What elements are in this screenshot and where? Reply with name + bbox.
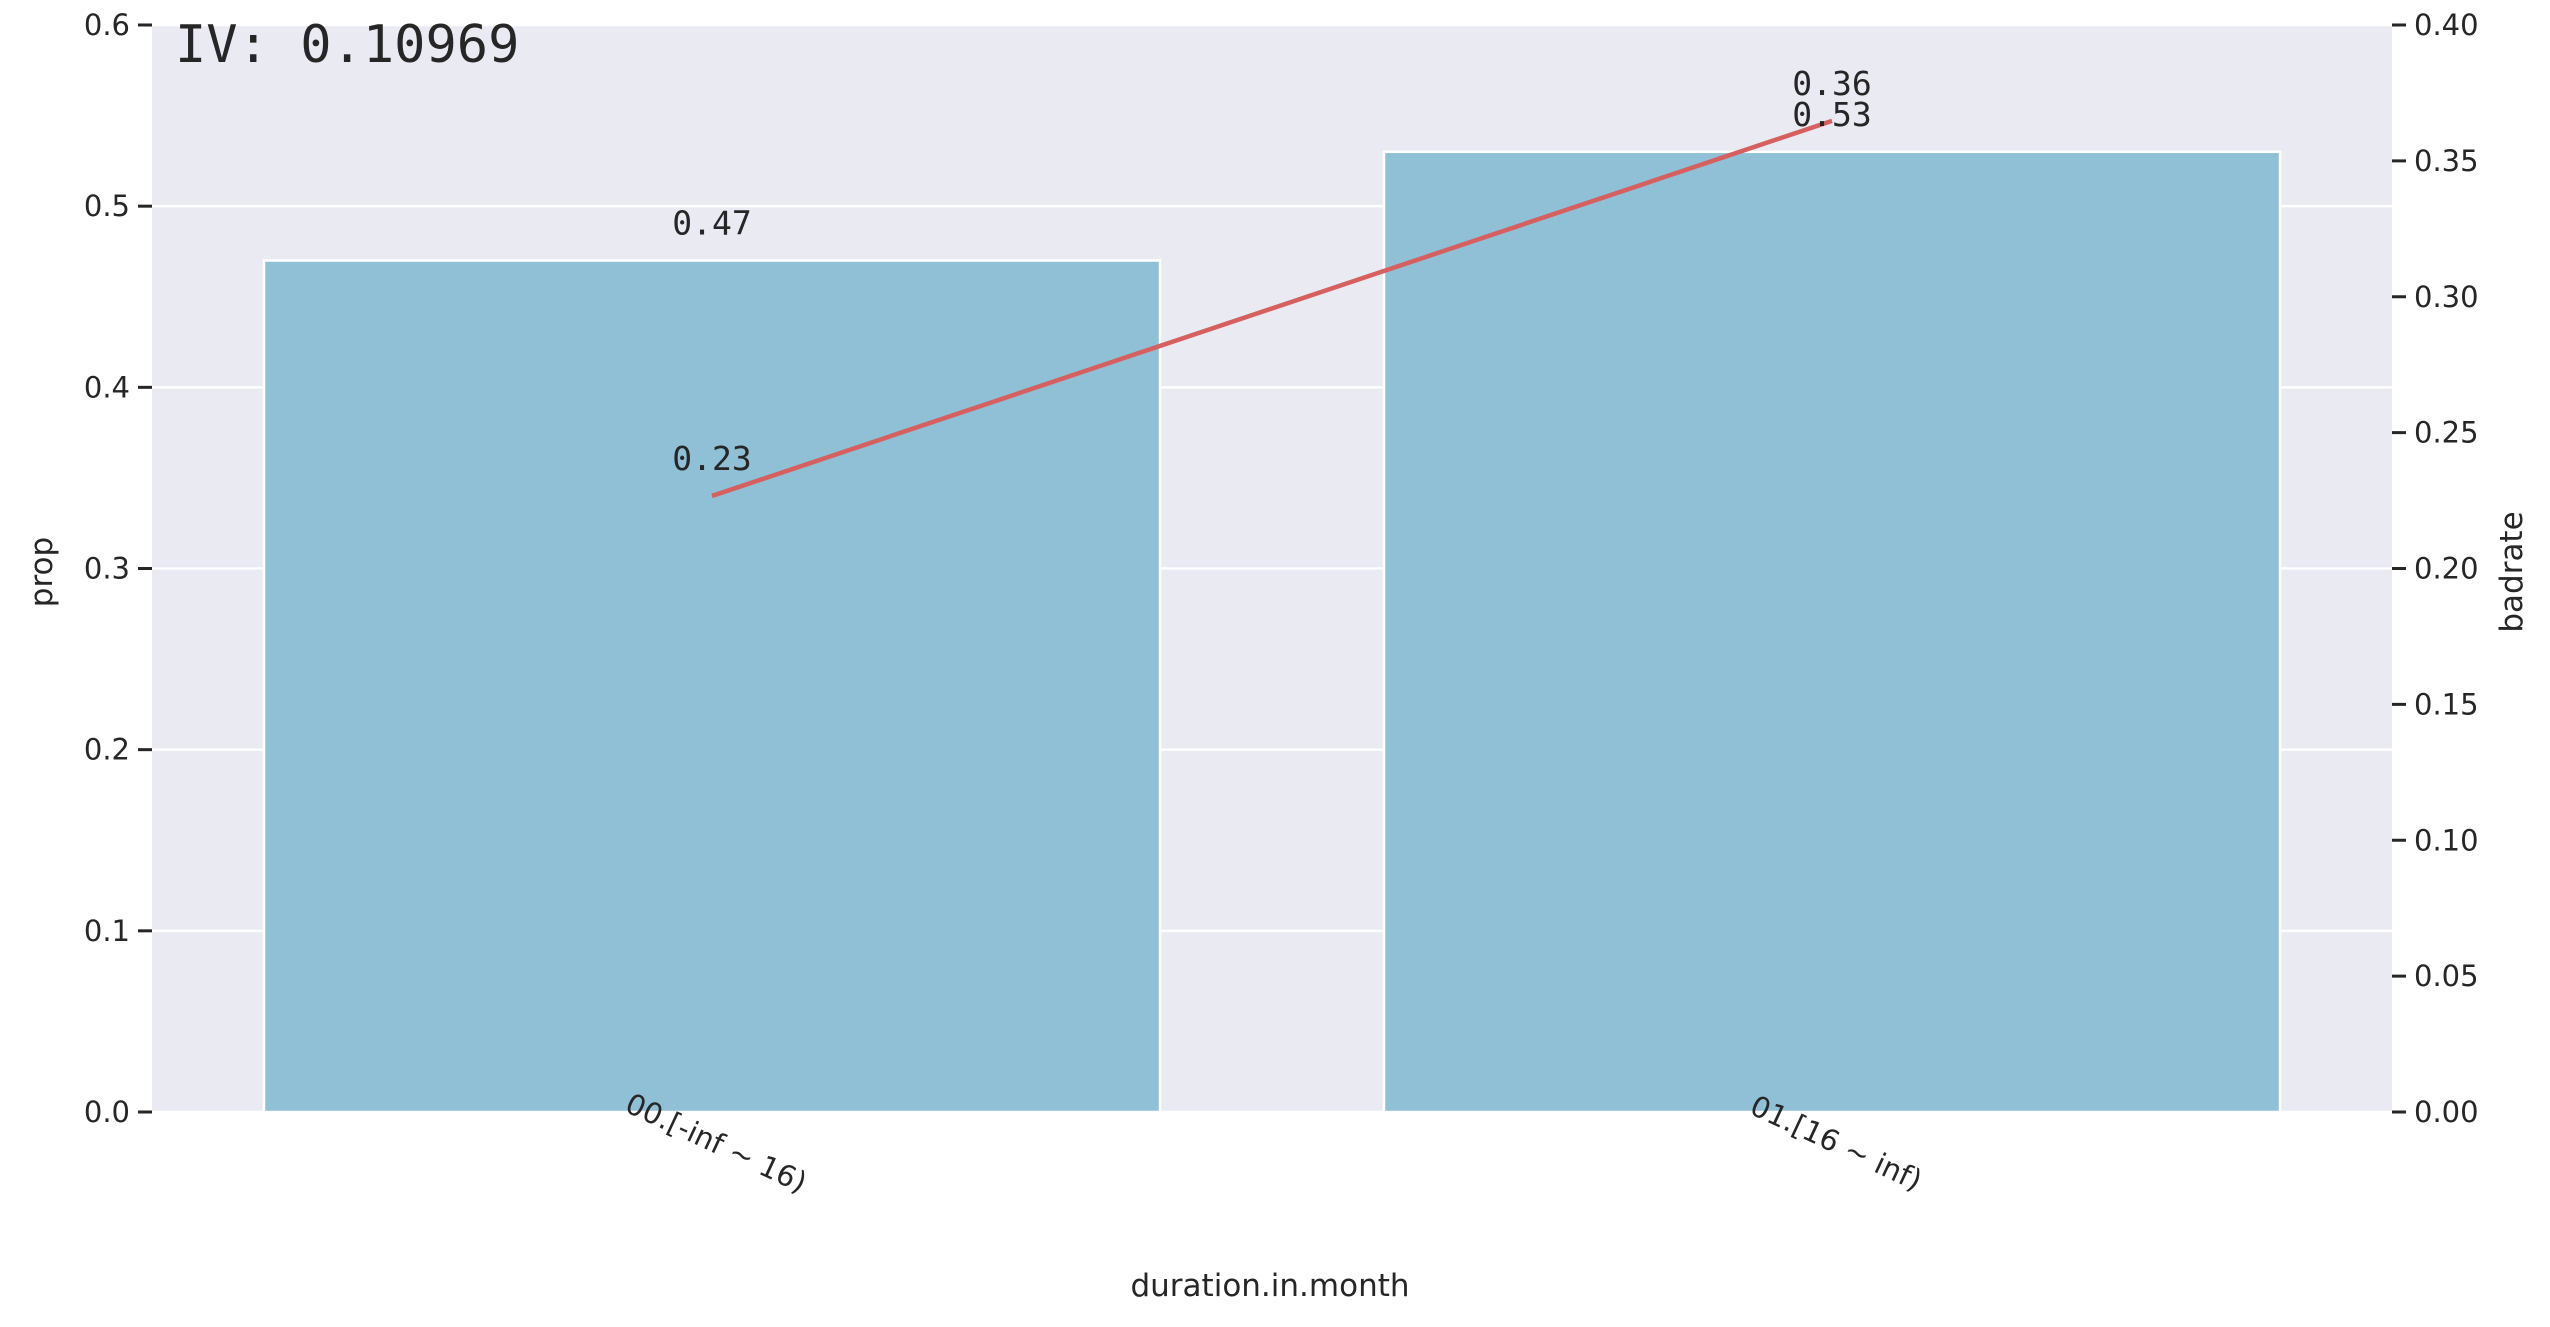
left-tick-label: 0.2	[84, 733, 130, 767]
y-axis-title: prop	[24, 537, 60, 607]
left-tick-label: 0.6	[84, 8, 130, 42]
right-tick-label: 0.05	[2414, 959, 2479, 993]
chart-title: IV: 0.10969	[175, 15, 519, 75]
left-tick-label: 0.4	[84, 370, 130, 404]
left-tick-label: 0.0	[84, 1095, 130, 1129]
badrate-line	[711, 118, 1833, 499]
right-tick-label: 0.00	[2414, 1095, 2479, 1129]
y2-axis-title: badrate	[2494, 511, 2530, 632]
line-label: 0.36	[1792, 64, 1871, 103]
badrate-line-path	[711, 118, 1833, 499]
right-tick-label: 0.35	[2414, 144, 2479, 178]
annotations: 0.47 0.53 0.23 0.36	[672, 64, 1871, 478]
bar	[262, 259, 1162, 1114]
bar-label: 0.53	[1792, 95, 1871, 134]
bars	[262, 150, 2282, 1114]
right-tick-label: 0.15	[2414, 687, 2479, 721]
right-tick-label: 0.25	[2414, 416, 2479, 450]
bar	[1382, 150, 2282, 1114]
right-tick-label: 0.20	[2414, 552, 2479, 586]
x-axis-title: duration.in.month	[1130, 1268, 1409, 1304]
line-label: 0.23	[672, 439, 751, 478]
right-tick-label: 0.30	[2414, 280, 2479, 314]
right-tick-label: 0.40	[2414, 8, 2479, 42]
right-axis: 0.00 0.05 0.10 0.15 0.20 0.25 0.30 0.35 0.40	[2392, 8, 2479, 1129]
left-tick-label: 0.1	[84, 914, 130, 948]
left-tick-label: 0.3	[84, 552, 130, 586]
left-tick-label: 0.5	[84, 189, 130, 223]
left-axis: 0.0 0.1 0.2 0.3 0.4 0.5 0.6	[84, 8, 152, 1129]
right-tick-label: 0.10	[2414, 823, 2479, 857]
bar-label: 0.47	[672, 204, 751, 243]
